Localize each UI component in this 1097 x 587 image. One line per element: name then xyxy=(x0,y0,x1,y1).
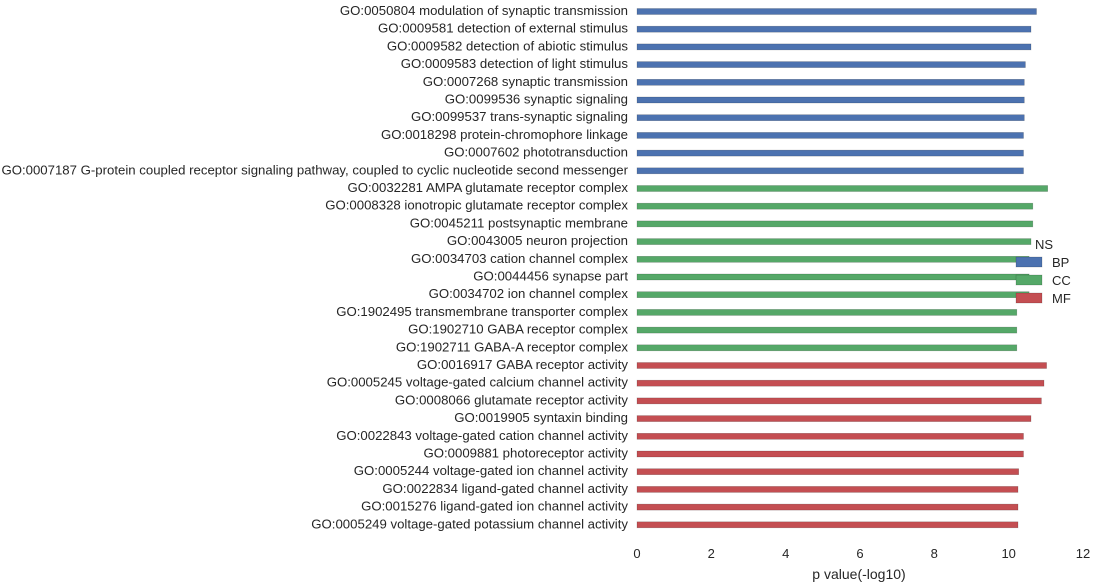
x-tick-label: 4 xyxy=(782,546,789,561)
category-label: GO:0008328 ionotropic glutamate receptor… xyxy=(325,198,628,213)
legend-label-cc: CC xyxy=(1052,273,1071,288)
category-label: GO:0022843 voltage-gated cation channel … xyxy=(336,428,628,443)
bar-bp xyxy=(636,25,1032,33)
bar-cc xyxy=(636,326,1018,334)
legend-title: NS xyxy=(1035,237,1053,252)
bar-bp xyxy=(636,114,1025,121)
bar-mf xyxy=(636,486,1019,493)
bar-bp xyxy=(636,61,1026,68)
legend-swatch-cc xyxy=(1015,274,1043,286)
bar-mf xyxy=(636,379,1045,387)
category-label: GO:0022834 ligand-gated channel activity xyxy=(382,481,628,496)
x-tick-label: 12 xyxy=(1076,546,1090,561)
category-label: GO:1902711 GABA-A receptor complex xyxy=(396,339,629,354)
bar-cc xyxy=(636,238,1032,245)
category-label: GO:0009581 detection of external stimulu… xyxy=(378,21,628,36)
bar-cc xyxy=(636,273,1030,281)
category-label: GO:0007187 G-protein coupled receptor si… xyxy=(1,162,628,177)
bar-cc xyxy=(636,202,1034,210)
category-label: GO:0032281 AMPA glutamate receptor compl… xyxy=(347,180,628,195)
category-label: GO:0019905 syntaxin binding xyxy=(454,410,628,425)
category-label: GO:0007602 phototransduction xyxy=(444,145,628,160)
legend-label-bp: BP xyxy=(1052,255,1069,270)
bar-bp xyxy=(636,79,1025,86)
bar-bp xyxy=(636,8,1037,15)
category-label: GO:0034702 ion channel complex xyxy=(429,286,629,301)
category-label: GO:0045211 postsynaptic membrane xyxy=(410,215,628,230)
bar-mf xyxy=(636,362,1047,369)
category-label: GO:0007268 synaptic transmission xyxy=(423,74,628,89)
category-label: GO:0018298 protein-chromophore linkage xyxy=(381,127,628,142)
legend-swatch-bp xyxy=(1015,256,1043,268)
x-tick-label: 10 xyxy=(1001,546,1015,561)
category-label: GO:0009583 detection of light stimulus xyxy=(401,56,629,71)
bar-bp xyxy=(636,149,1024,157)
category-labels: GO:0050804 modulation of synaptic transm… xyxy=(1,3,628,531)
category-label: GO:0043005 neuron projection xyxy=(447,233,628,248)
bar-mf xyxy=(636,503,1019,511)
bars-group xyxy=(636,8,1049,529)
legend: NS BP CC MF xyxy=(1015,237,1071,306)
bar-mf xyxy=(636,521,1019,529)
legend-label-mf: MF xyxy=(1052,291,1071,306)
category-label: GO:1902710 GABA receptor complex xyxy=(408,322,628,337)
bar-bp xyxy=(636,96,1025,104)
category-label: GO:0005245 voltage-gated calcium channel… xyxy=(327,375,629,390)
bar-mf xyxy=(636,450,1024,458)
bar-cc xyxy=(636,309,1018,316)
x-tick-label: 2 xyxy=(708,546,715,561)
x-tick-label: 6 xyxy=(856,546,863,561)
category-label: GO:0050804 modulation of synaptic transm… xyxy=(340,3,628,18)
bar-cc xyxy=(636,255,1030,263)
x-axis: 0 2 4 6 8 10 12 xyxy=(633,546,1090,561)
bar-bp xyxy=(636,132,1024,139)
x-axis-label: p value(-log10) xyxy=(812,566,905,582)
bar-mf xyxy=(636,468,1020,476)
bar-bp xyxy=(636,167,1024,175)
category-label: GO:0099537 trans-synaptic signaling xyxy=(411,109,628,124)
category-label: GO:0005244 voltage-gated ion channel act… xyxy=(354,463,629,478)
bar-mf xyxy=(636,432,1024,440)
bar-cc xyxy=(636,220,1034,228)
category-label: GO:0005249 voltage-gated potassium chann… xyxy=(311,516,628,531)
bar-mf xyxy=(636,415,1032,422)
category-label: GO:0044456 synapse part xyxy=(473,269,628,284)
category-label: GO:1902495 transmembrane transporter com… xyxy=(336,304,628,319)
x-tick-label: 8 xyxy=(931,546,938,561)
bar-cc xyxy=(636,344,1018,352)
category-label: GO:0099536 synaptic signaling xyxy=(445,92,628,107)
category-label: GO:0016917 GABA receptor activity xyxy=(417,357,629,372)
bar-bp xyxy=(636,43,1032,51)
legend-swatch-mf xyxy=(1015,292,1043,304)
bar-mf xyxy=(636,397,1042,405)
category-label: GO:0015276 ligand-gated ion channel acti… xyxy=(361,499,628,514)
bar-cc xyxy=(636,291,1030,299)
bar-cc xyxy=(636,185,1049,192)
category-label: GO:0009582 detection of abiotic stimulus xyxy=(387,38,629,53)
category-label: GO:0034703 cation channel complex xyxy=(411,251,628,266)
x-tick-label: 0 xyxy=(633,546,640,561)
category-label: GO:0009881 photoreceptor activity xyxy=(423,446,628,461)
category-label: GO:0008066 glutamate receptor activity xyxy=(395,392,629,407)
